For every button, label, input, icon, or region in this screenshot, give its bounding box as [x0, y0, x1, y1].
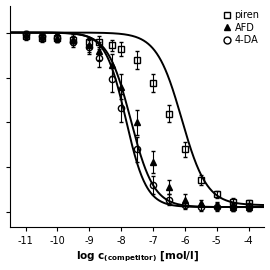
- X-axis label: log $\mathbf{c_{(competitor)}}$ [mol/l]: log $\mathbf{c_{(competitor)}}$ [mol/l]: [76, 250, 198, 264]
- Legend: piren, AFD, 4-DA: piren, AFD, 4-DA: [222, 11, 259, 45]
